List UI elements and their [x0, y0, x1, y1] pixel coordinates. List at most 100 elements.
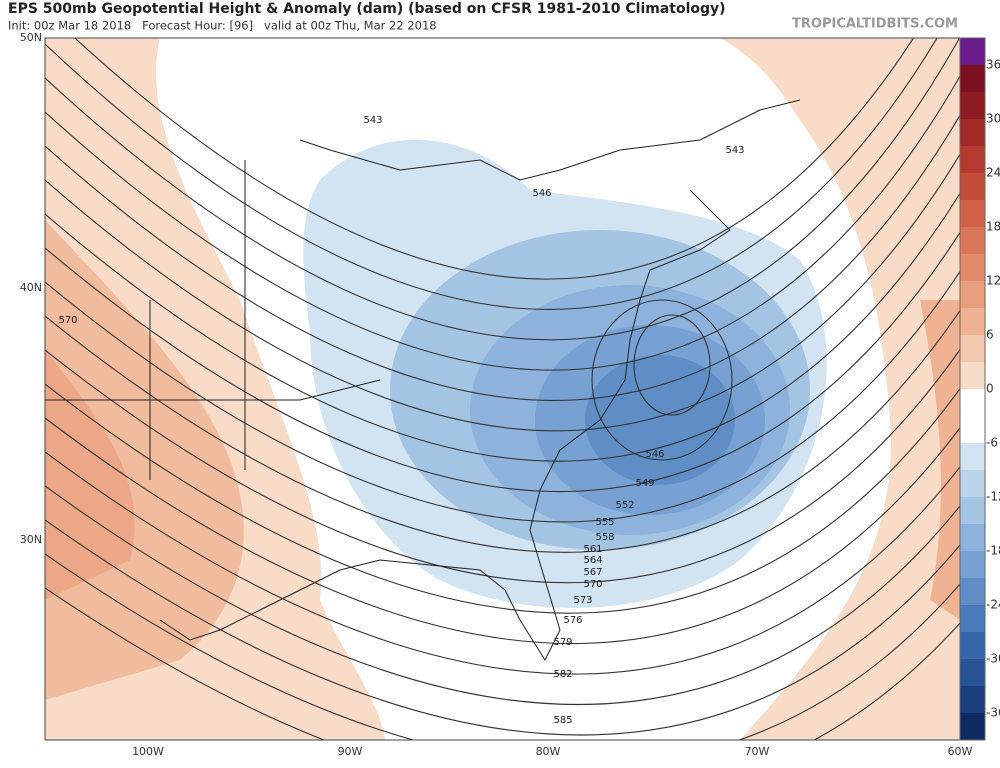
contour-label: 555 — [595, 517, 614, 528]
contour-label: 543 — [725, 145, 744, 156]
contour-line — [591, 299, 733, 461]
contour-line — [45, 153, 960, 432]
contour-line — [45, 587, 960, 740]
contour-line — [45, 38, 960, 341]
colorbar-band — [960, 389, 985, 417]
colorbar-label: -18 — [986, 544, 1000, 558]
contour-label: 558 — [595, 532, 614, 543]
borders — [45, 99, 801, 662]
contour-line — [45, 519, 960, 736]
colorbar-frame — [959, 37, 986, 741]
contour-label: 549 — [635, 478, 654, 489]
contours — [45, 38, 960, 740]
contour-line — [45, 417, 960, 645]
contour-line — [74, 38, 915, 280]
colorbar-label: -36 — [986, 706, 1000, 720]
colorbar-band — [960, 308, 985, 336]
lat-label: 50N — [20, 31, 42, 44]
contour-line — [45, 485, 960, 705]
colorbar-band — [960, 119, 985, 147]
contour-label: 552 — [615, 500, 634, 511]
contour-label: 543 — [363, 115, 382, 126]
contour-line — [45, 114, 960, 401]
warm-anomaly — [45, 220, 244, 700]
colorbar-band — [960, 362, 985, 390]
contour-label: 573 — [573, 595, 592, 606]
colorbar-label: -30 — [986, 652, 1000, 666]
colorbar-band — [960, 92, 985, 120]
contour-line — [45, 383, 960, 614]
contour-line — [45, 192, 960, 462]
colorbar-band — [960, 497, 985, 525]
colorbar-band — [960, 551, 985, 579]
contour-label: 585 — [553, 715, 572, 726]
lat-label: 30N — [20, 533, 42, 546]
contour-line — [45, 74, 960, 371]
contour-line — [45, 270, 960, 523]
contour-label: 564 — [583, 555, 602, 566]
contour-label: 576 — [563, 615, 582, 626]
colorbar-band — [960, 254, 985, 282]
colorbar-label: 30 — [986, 112, 1000, 126]
colorbar-label: 0 — [986, 382, 994, 396]
lon-label: 100W — [132, 745, 164, 758]
colorbar-band — [960, 281, 985, 309]
contour-line — [633, 314, 711, 416]
colorbar-band — [960, 416, 985, 444]
warm-anomaly — [920, 300, 960, 620]
colorbar-label: 24 — [986, 166, 1000, 180]
lon-label: 60W — [948, 745, 973, 758]
contour-label: 546 — [532, 188, 551, 199]
colorbar-band — [960, 443, 985, 471]
colorbar-band — [960, 227, 985, 255]
contour-line — [45, 309, 960, 553]
colorbar-label: 12 — [986, 274, 1000, 288]
colorbar-label: -6 — [986, 436, 998, 450]
contour-line — [45, 231, 960, 493]
cool-anomaly — [585, 355, 735, 485]
colorbar-label: -24 — [986, 598, 1000, 612]
colorbar-band — [960, 65, 985, 93]
colorbar-band — [960, 524, 985, 552]
colorbar-band — [960, 470, 985, 498]
map — [44, 37, 961, 741]
colorbar-band — [960, 146, 985, 174]
labels: 50N 40N 30N 100W 90W 80W 70W 60W 543 543 546 546 549… — [20, 31, 1000, 758]
contour-label: 546 — [645, 449, 664, 460]
lat-label: 40N — [20, 281, 42, 294]
colorbar-band — [960, 659, 985, 687]
warm-anomaly — [45, 350, 135, 600]
colorbar-band — [960, 173, 985, 201]
colorbar-band — [960, 632, 985, 660]
colorbar-band — [960, 578, 985, 606]
colorbar-band — [960, 605, 985, 633]
contour-label: 579 — [553, 637, 572, 648]
contour-label: 561 — [583, 544, 602, 555]
site-credit: TROPICALTIDBITS.COM — [792, 17, 958, 32]
contour-line — [45, 451, 960, 675]
title: EPS 500mb Geopotential Height & Anomaly … — [8, 1, 726, 17]
colorbar-band — [960, 713, 985, 741]
contour-label: 570 — [58, 315, 77, 326]
subtitle: Init: 00z Mar 18 2018 Forecast Hour: [96… — [8, 19, 437, 33]
colorbar-band — [960, 200, 985, 228]
lon-label: 70W — [745, 745, 770, 758]
colorbar-band — [960, 38, 985, 66]
colorbar-label: -12 — [986, 490, 1000, 504]
warm-anomaly — [720, 38, 960, 740]
colorbar-band — [960, 686, 985, 714]
lon-label: 80W — [536, 745, 561, 758]
colorbar-band — [960, 335, 985, 363]
contour-label: 582 — [553, 669, 572, 680]
contour-line — [45, 553, 960, 740]
colorbar-label: 36 — [986, 58, 1000, 72]
contour-label: 570 — [583, 579, 602, 590]
map-body — [45, 38, 960, 740]
colorbar-label: 6 — [986, 328, 994, 342]
colorbar-label: 18 — [986, 220, 1000, 234]
contour-label: 567 — [583, 567, 602, 578]
contour-line — [45, 38, 938, 310]
contour-line — [45, 348, 960, 584]
lon-label: 90W — [338, 745, 363, 758]
